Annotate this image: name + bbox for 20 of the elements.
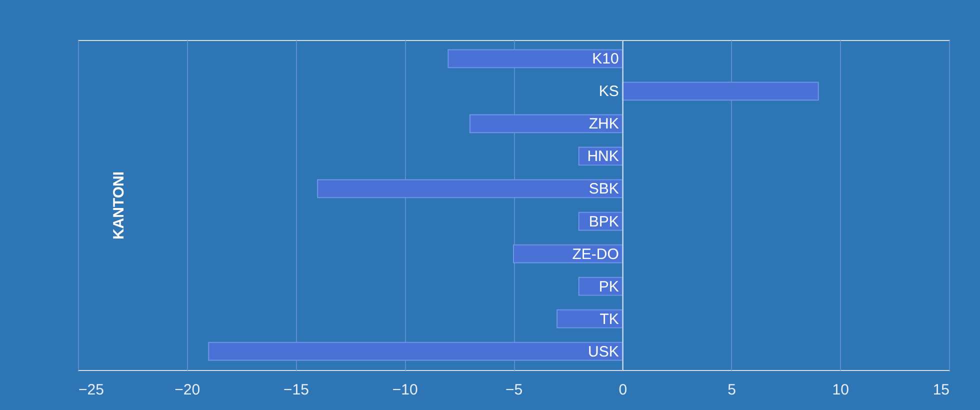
x-tick-label: −10 (392, 382, 418, 398)
y-tick-label: ZHK (588, 116, 619, 133)
y-tick-label: USK (588, 343, 619, 360)
y-tick-label: SBK (588, 180, 619, 198)
y-axis-title: KANTONI (110, 171, 128, 240)
y-tick-label: ZE-DO (572, 246, 619, 263)
y-tick-label: HNK (587, 148, 619, 166)
x-tick-label: −25 (78, 382, 104, 398)
y-tick-label: TK (600, 310, 619, 328)
x-tick-label: 15 (932, 382, 950, 398)
x-tick-label: −5 (505, 382, 523, 398)
x-tick-label: 10 (832, 382, 849, 398)
y-tick-label: BPK (588, 213, 619, 230)
x-tick-label: −20 (174, 382, 200, 398)
x-tick-label: 5 (728, 382, 736, 398)
x-tick-label: −15 (284, 382, 309, 398)
y-tick-label: KS (598, 83, 619, 100)
y-tick-label: K10 (592, 50, 619, 68)
y-tick-label: PK (598, 278, 619, 296)
x-tick-label: 0 (618, 382, 628, 398)
